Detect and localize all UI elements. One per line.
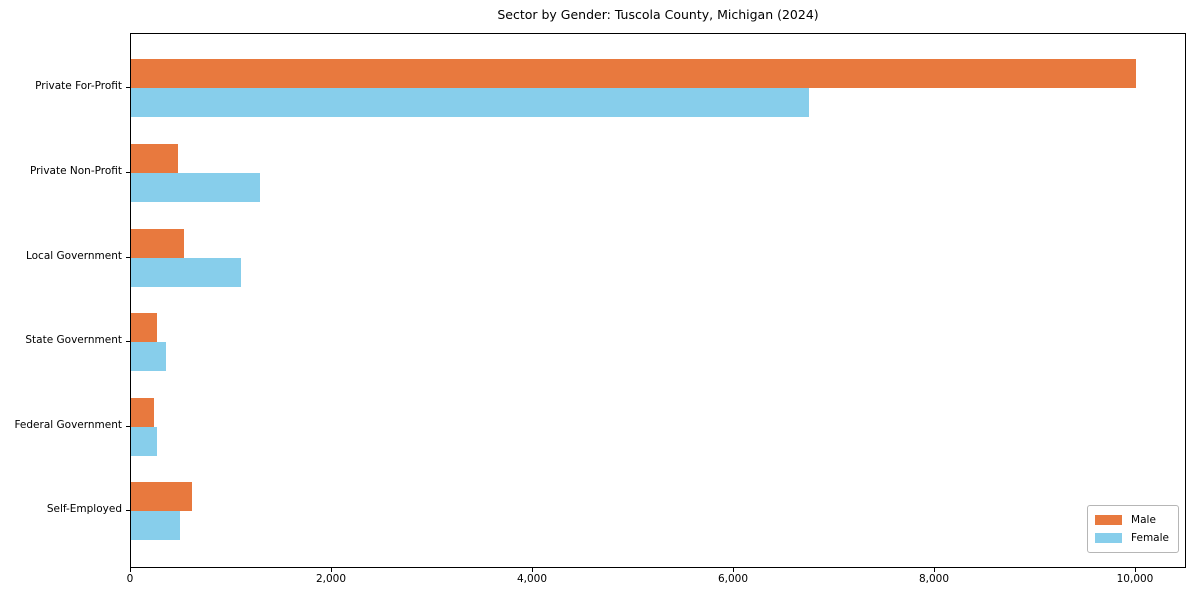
- ytick-mark-local-government: [126, 256, 130, 258]
- ytick-mark-federal-government: [126, 425, 130, 427]
- ytick-label-private-for-profit: Private For-Profit: [35, 80, 122, 92]
- xtick-label-0: 0: [126, 573, 134, 585]
- xtick-label-6000: 6,000: [717, 573, 749, 585]
- bar-male-local-government: [131, 228, 185, 258]
- bar-female-local-government: [131, 257, 241, 287]
- legend: Male Female: [1087, 505, 1179, 553]
- xtick-label-8000: 8,000: [918, 573, 950, 585]
- bar-male-private-for-profit: [131, 59, 1136, 88]
- ytick-label-private-non-profit: Private Non-Profit: [29, 165, 122, 177]
- bar-female-state-government: [131, 342, 167, 371]
- chart-title: Sector by Gender: Tuscola County, Michig…: [497, 7, 819, 22]
- bar-female-private-non-profit: [131, 173, 260, 202]
- bar-male-federal-government: [131, 397, 155, 427]
- xtick-mark-10000: [1135, 568, 1136, 572]
- xtick-label-4000: 4,000: [516, 573, 548, 585]
- ytick-label-state-government: State Government: [25, 334, 122, 346]
- xtick-mark-4000: [532, 568, 533, 572]
- legend-label-female: Female: [1131, 532, 1169, 544]
- xtick-label-10000: 10,000: [1116, 573, 1154, 585]
- plot-area: Male Female: [130, 33, 1186, 568]
- ytick-label-federal-government: Federal Government: [14, 418, 122, 431]
- xtick-mark-2000: [331, 568, 332, 572]
- bar-male-state-government: [131, 313, 158, 342]
- xtick-mark-0: [130, 568, 131, 572]
- ytick-mark-state-government: [126, 341, 130, 342]
- xtick-mark-6000: [733, 568, 734, 572]
- ytick-mark-private-for-profit: [126, 87, 130, 88]
- xtick-mark-8000: [934, 568, 935, 572]
- legend-item-female: Female: [1095, 529, 1169, 547]
- ytick-label-self-employed: Self-Employed: [46, 503, 122, 515]
- ytick-mark-private-non-profit: [126, 172, 130, 173]
- bar-male-private-non-profit: [131, 144, 179, 173]
- legend-swatch-male: [1095, 515, 1123, 525]
- legend-item-male: Male: [1095, 511, 1169, 529]
- xtick-label-2000: 2,000: [315, 573, 347, 585]
- bar-female-self-employed: [131, 511, 181, 540]
- ytick-label-local-government: Local Government: [25, 249, 122, 262]
- bar-female-federal-government: [131, 426, 158, 456]
- legend-label-male: Male: [1131, 514, 1156, 526]
- legend-swatch-female: [1095, 533, 1123, 543]
- bar-female-private-for-profit: [131, 88, 810, 117]
- ytick-mark-self-employed: [126, 510, 130, 511]
- bar-male-self-employed: [131, 482, 193, 511]
